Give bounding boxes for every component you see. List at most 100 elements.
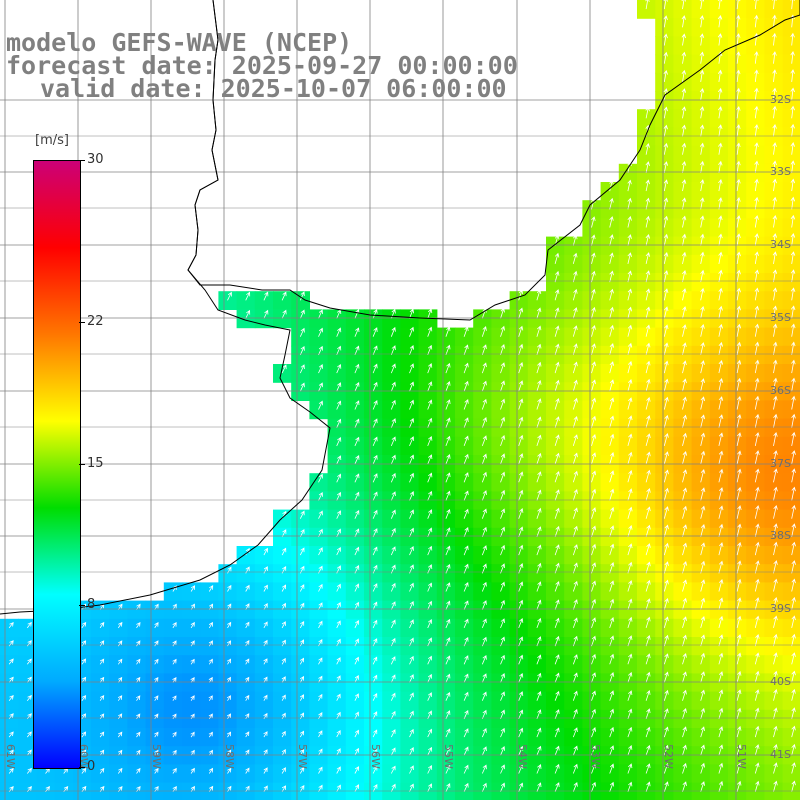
wind-arrow (190, 767, 195, 774)
wind-arrow (245, 309, 251, 319)
wind-speed-cell (728, 673, 747, 693)
wind-speed-cell (673, 127, 693, 147)
wind-arrow (354, 601, 360, 610)
wind-arrow (645, 598, 651, 610)
wind-arrow (699, 160, 705, 173)
wind-arrow (772, 359, 778, 374)
wind-arrow (8, 767, 14, 774)
wind-speed-cell (127, 600, 147, 620)
wind-speed-cell (582, 327, 602, 347)
wind-arrow (427, 454, 433, 465)
wind-speed-cell (600, 364, 620, 383)
wind-speed-cell (418, 600, 438, 620)
wind-speed-cell (655, 54, 674, 74)
wind-speed-cell (145, 637, 165, 656)
wind-arrow (354, 309, 360, 319)
wind-arrow (99, 658, 105, 665)
wind-arrow (263, 749, 268, 756)
wind-speed-cell (673, 364, 693, 383)
wind-speed-cell (254, 655, 274, 674)
wind-speed-cell (364, 655, 383, 674)
wind-arrow (172, 622, 177, 629)
wind-speed-cell (655, 709, 674, 729)
wind-arrow (682, 616, 687, 629)
longitude-label: 54W (516, 744, 529, 769)
wind-speed-cell (0, 691, 19, 711)
wind-arrow (773, 670, 778, 683)
wind-arrow (463, 490, 469, 501)
wind-arrow (773, 615, 778, 628)
wind-speed-cell (273, 527, 292, 547)
wind-speed-cell (364, 382, 383, 401)
wind-arrow (518, 563, 524, 574)
wind-speed-cell (309, 364, 329, 383)
wind-arrow (682, 726, 687, 738)
wind-speed-cell (382, 564, 401, 583)
wind-arrow (682, 542, 688, 556)
wind-arrow (318, 510, 323, 519)
wind-arrow (591, 343, 596, 356)
wind-arrow (372, 308, 378, 319)
wind-speed-cell (655, 291, 674, 310)
wind-speed-cell (91, 673, 110, 693)
wind-arrow (409, 600, 414, 610)
wind-speed-cell (746, 273, 765, 292)
wind-arrow (663, 432, 669, 447)
wind-arrow (427, 308, 433, 319)
wind-arrow (572, 288, 578, 301)
wind-speed-cell (564, 364, 583, 383)
wind-speed-cell (709, 163, 729, 183)
wind-arrow (554, 581, 560, 592)
wind-speed-cell (382, 345, 401, 365)
wind-speed-cell (618, 418, 638, 438)
wind-arrow (609, 617, 615, 629)
wind-arrow (791, 688, 796, 701)
wind-speed-cell (309, 691, 329, 711)
wind-arrow (500, 581, 505, 592)
wind-speed-cell (18, 764, 37, 784)
wind-speed-cell (236, 764, 256, 784)
wind-speed-cell (728, 436, 747, 456)
wind-speed-cell (109, 691, 128, 711)
wind-speed-cell (782, 218, 800, 238)
wind-speed-cell (728, 637, 747, 656)
wind-speed-cell (400, 509, 420, 529)
wind-speed-cell (782, 582, 800, 602)
wind-speed-cell (673, 309, 693, 329)
wind-arrow (609, 270, 614, 283)
wind-speed-cell (782, 36, 800, 56)
wind-arrow (754, 670, 760, 683)
wind-speed-cell (291, 600, 310, 620)
wind-speed-cell (254, 673, 274, 693)
wind-arrow (390, 527, 396, 538)
wind-speed-cell (509, 527, 529, 547)
wind-speed-cell (400, 637, 420, 656)
wind-speed-cell (527, 691, 547, 711)
wind-arrow (754, 215, 759, 228)
wind-speed-cell (582, 527, 602, 547)
wind-speed-cell (509, 364, 529, 383)
wind-arrow (390, 546, 396, 556)
wind-speed-cell (618, 291, 638, 310)
wind-speed-cell (327, 382, 347, 401)
wind-speed-cell (764, 473, 784, 492)
wind-arrow (554, 727, 560, 738)
wind-arrow (536, 507, 542, 519)
wind-arrow (554, 471, 560, 483)
wind-arrow (390, 710, 396, 720)
wind-arrow (718, 487, 724, 501)
wind-arrow (409, 619, 414, 629)
wind-speed-cell (291, 673, 310, 693)
wind-speed-cell (618, 746, 638, 765)
wind-speed-cell (709, 72, 729, 92)
wind-arrow (645, 142, 650, 155)
wind-arrow (700, 707, 705, 720)
wind-arrow (645, 396, 651, 410)
wind-arrow (136, 767, 141, 774)
latitude-label: 36S (770, 384, 791, 397)
wind-speed-cell (728, 0, 747, 19)
wind-speed-cell (473, 709, 492, 729)
wind-speed-cell (218, 746, 238, 765)
wind-arrow (663, 142, 669, 155)
wind-arrow (572, 325, 578, 337)
